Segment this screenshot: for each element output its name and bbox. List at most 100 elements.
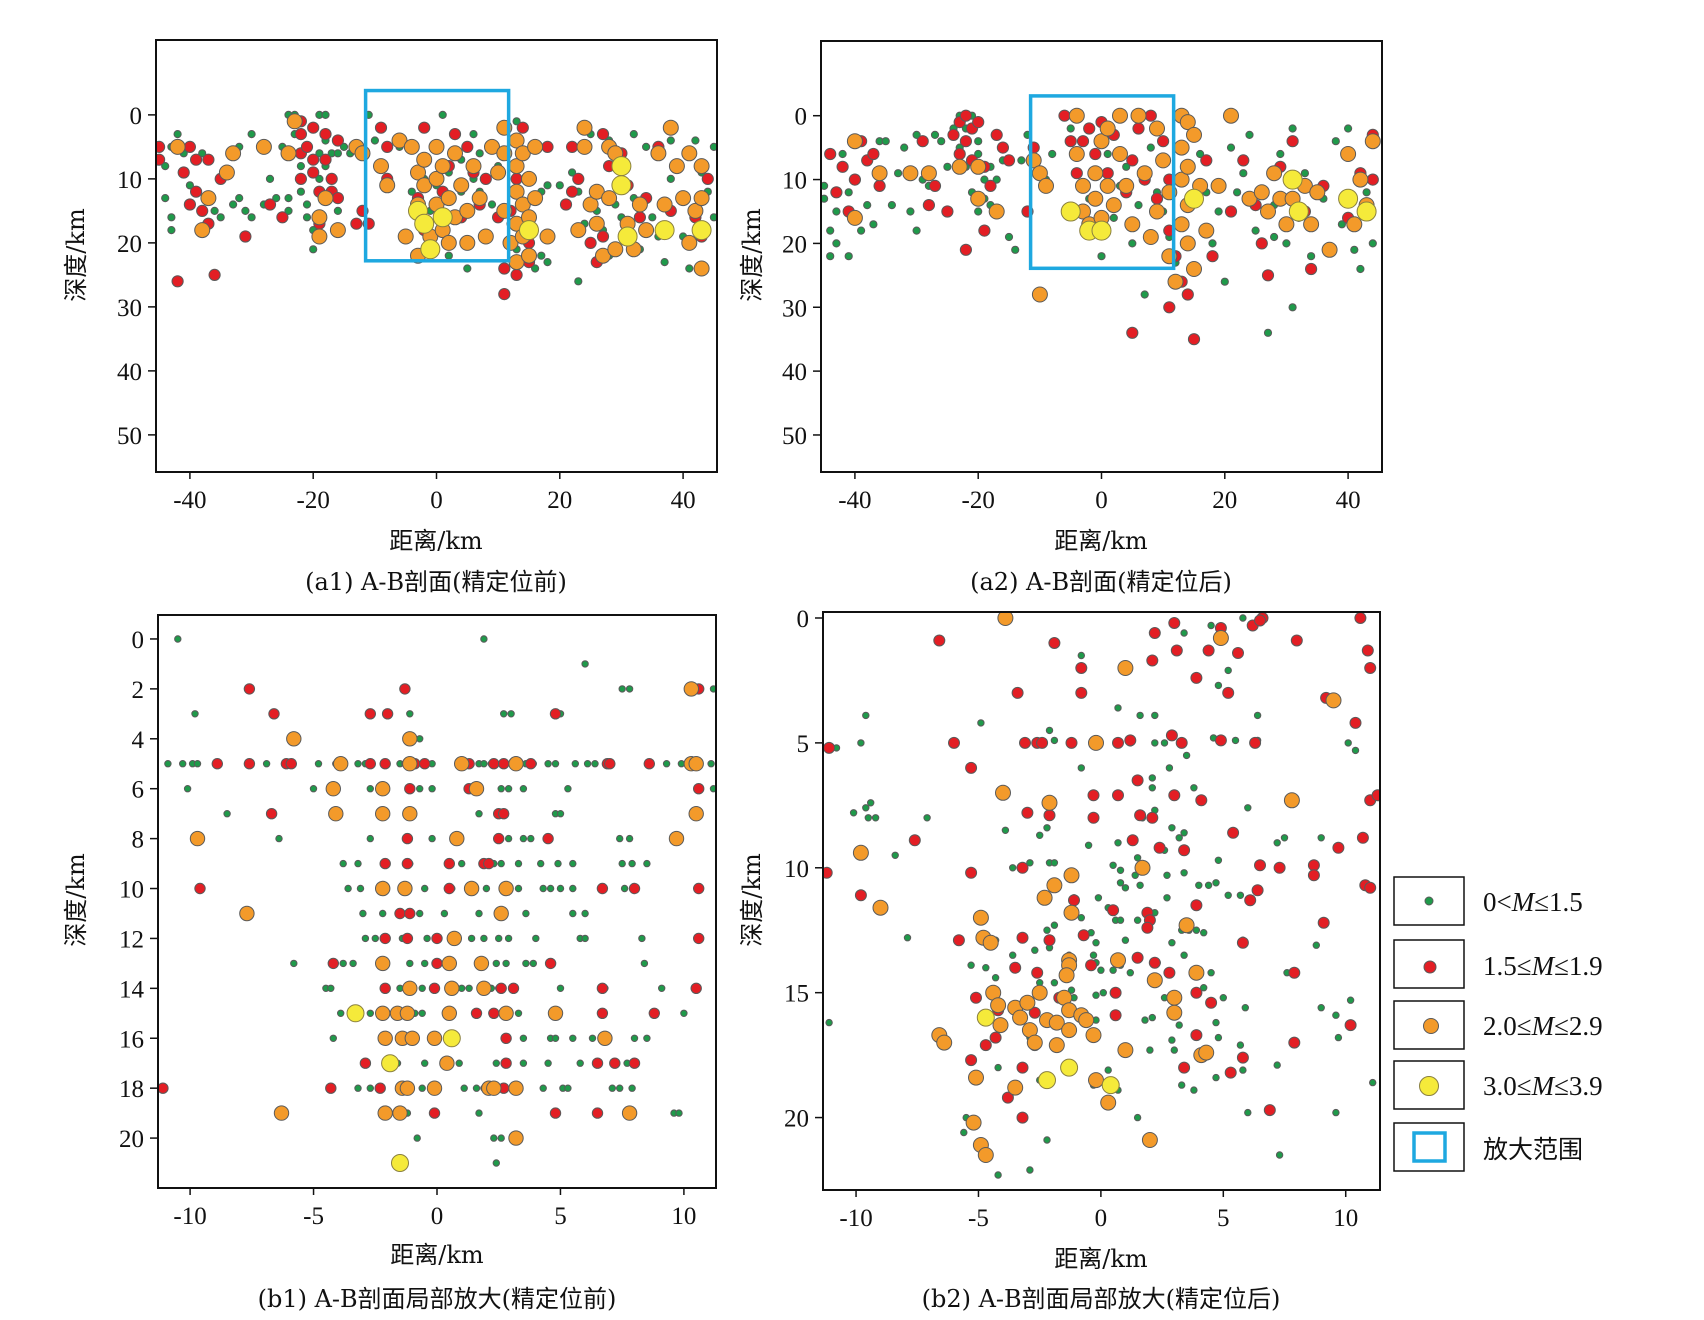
- data-point-m2: [1173, 216, 1190, 233]
- data-point-m2: [920, 165, 937, 182]
- data-point-m1: [541, 140, 554, 153]
- legend-item-zoom-box: 放大范围: [1393, 1122, 1583, 1172]
- data-point-m0: [504, 785, 513, 793]
- series-m2: [852, 612, 1342, 1163]
- data-point-m1: [1205, 996, 1218, 1009]
- data-point-m2: [1012, 1009, 1029, 1026]
- data-point-m0: [359, 909, 367, 918]
- data-point-m0: [198, 149, 207, 158]
- data-point-m2: [597, 1030, 613, 1047]
- data-point-m1: [1070, 167, 1083, 180]
- data-point-m1: [648, 1007, 660, 1019]
- data-point-m1: [1132, 122, 1145, 135]
- series-m2: [846, 107, 1381, 303]
- data-point-m0: [642, 142, 651, 151]
- data-point-m0: [1116, 879, 1125, 887]
- data-point-m1: [544, 957, 557, 970]
- data-point-m0: [416, 909, 424, 918]
- data-point-m0: [864, 814, 872, 822]
- data-point-m2: [997, 612, 1014, 626]
- data-point-m0: [568, 168, 577, 177]
- data-point-m1: [591, 1057, 604, 1069]
- data-point-m1: [428, 1107, 441, 1119]
- data-point-m0: [912, 130, 921, 139]
- data-point-m1: [394, 907, 406, 920]
- data-point-m0: [1097, 252, 1106, 261]
- data-point-m1: [1144, 109, 1157, 122]
- data-point-m0: [1128, 239, 1137, 248]
- data-point-m2: [547, 1005, 564, 1021]
- data-point-m2: [169, 138, 186, 155]
- points-b1: [158, 635, 716, 1172]
- data-point-m1: [643, 758, 655, 770]
- x-tick-label: -40: [173, 487, 206, 514]
- data-point-m0: [709, 685, 716, 693]
- data-point-m0: [1009, 951, 1017, 959]
- data-point-m1: [701, 172, 714, 185]
- data-point-m0: [1170, 1046, 1179, 1054]
- y-tick-label: 40: [117, 359, 142, 386]
- data-point-m1: [401, 932, 414, 945]
- data-point-m1: [325, 172, 338, 185]
- data-point-m0: [1346, 996, 1355, 1004]
- data-point-m2: [1210, 177, 1227, 194]
- data-point-m1: [823, 866, 833, 879]
- data-point-m0: [1175, 834, 1183, 842]
- data-point-m1: [1366, 173, 1379, 186]
- data-point-m0: [463, 264, 472, 273]
- data-point-m1: [374, 1082, 386, 1094]
- data-point-m0: [339, 859, 347, 868]
- data-point-m0: [1337, 220, 1347, 229]
- data-point-m2: [1212, 630, 1229, 646]
- data-point-m1: [1307, 869, 1320, 882]
- data-point-m2: [1063, 867, 1080, 884]
- data-point-m0: [275, 834, 283, 843]
- data-point-m2: [1068, 146, 1085, 162]
- y-tick-label: 16: [119, 1026, 144, 1053]
- data-point-m0: [223, 810, 231, 818]
- data-point-m0: [1133, 1113, 1142, 1122]
- data-point-m1: [507, 982, 520, 994]
- y-tick-label: 20: [782, 231, 807, 258]
- data-point-m2: [1260, 203, 1276, 220]
- data-point-m0: [849, 809, 858, 817]
- data-point-m1: [1075, 686, 1088, 699]
- data-point-m0: [1109, 966, 1117, 974]
- data-point-m2: [1178, 917, 1195, 934]
- data-point-m2: [902, 165, 919, 182]
- data-point-m0: [1114, 704, 1122, 712]
- data-point-m0: [339, 142, 349, 151]
- data-point-m0: [1116, 916, 1125, 924]
- data-point-m0: [1195, 881, 1203, 889]
- data-point-m2: [846, 209, 863, 226]
- data-point-m1: [1124, 734, 1137, 747]
- data-point-m2: [459, 202, 476, 219]
- data-point-m0: [1084, 841, 1093, 849]
- x-tick-label: 20: [547, 487, 572, 514]
- data-point-m1: [1109, 986, 1122, 999]
- data-point-m2: [693, 190, 710, 207]
- data-point-m0: [1317, 1004, 1325, 1012]
- data-point-m0: [1207, 621, 1215, 630]
- data-point-m0: [1180, 829, 1188, 837]
- data-point-m1: [1058, 109, 1071, 122]
- data-point-m2: [1309, 184, 1326, 201]
- data-point-m2: [1110, 952, 1126, 969]
- data-point-m1: [549, 1107, 562, 1119]
- data-point-m0: [881, 137, 890, 146]
- data-point-m0: [339, 959, 347, 968]
- data-point-m1: [325, 1082, 337, 1094]
- data-point-m2: [1149, 120, 1165, 137]
- data-point-m2: [521, 170, 537, 187]
- data-point-m3: [391, 1154, 409, 1172]
- data-point-m0: [862, 711, 870, 720]
- data-point-m0: [980, 175, 989, 184]
- data-point-m2: [404, 1030, 420, 1047]
- data-point-m1: [1170, 644, 1183, 657]
- data-point-m1: [965, 1054, 978, 1067]
- data-point-m2: [1179, 114, 1196, 131]
- data-point-m0: [321, 110, 330, 120]
- data-point-m2: [375, 806, 391, 822]
- data-point-m0: [1282, 239, 1291, 248]
- data-point-m1: [1016, 1111, 1029, 1124]
